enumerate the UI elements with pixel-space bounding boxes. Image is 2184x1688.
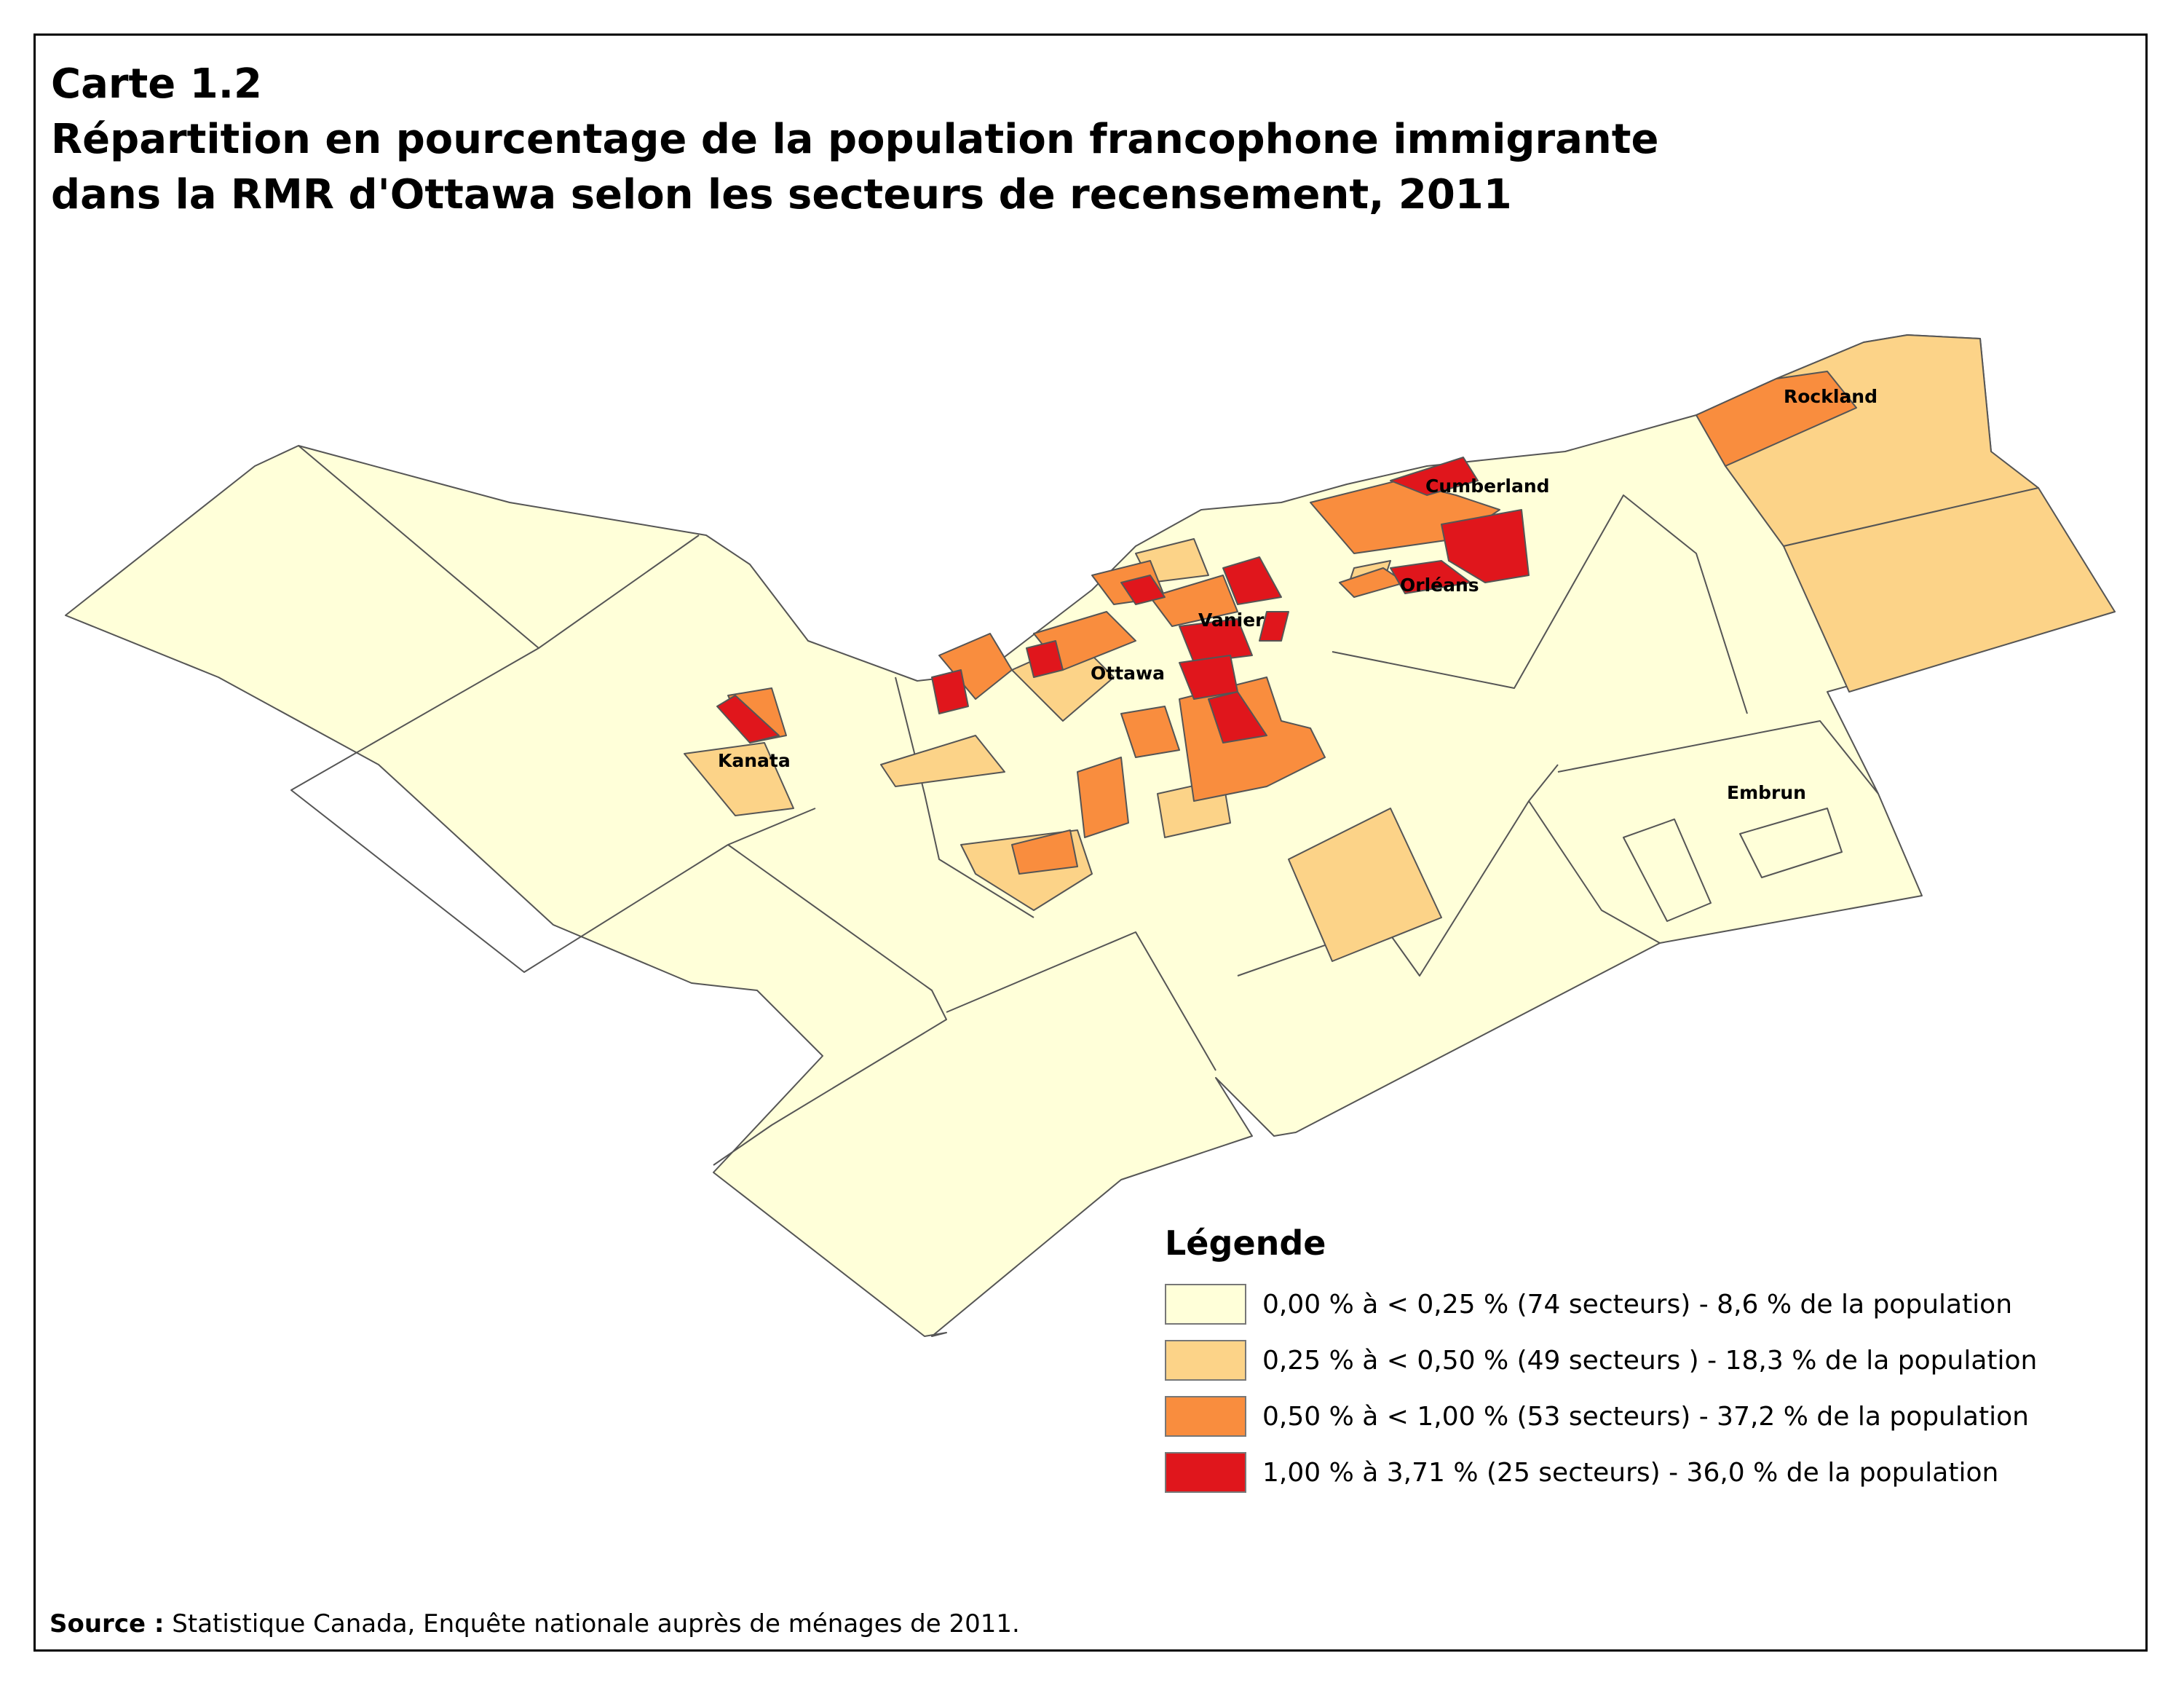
tract-south-central xyxy=(1288,808,1442,962)
legend-label: 0,25 % à < 0,50 % (49 secteurs ) - 18,3 … xyxy=(1262,1345,2038,1376)
legend-item: 0,25 % à < 0,50 % (49 secteurs ) - 18,3 … xyxy=(1165,1339,2037,1381)
tract-vanier-2 xyxy=(1222,556,1282,605)
legend-label: 0,00 % à < 0,25 % (74 secteurs) - 8,6 % … xyxy=(1262,1289,2013,1320)
rural-boundary-7 xyxy=(1557,720,1879,794)
label-ottawa: Ottawa xyxy=(1091,663,1165,684)
rural-boundary-6 xyxy=(1528,800,1661,944)
tract-cumberland xyxy=(1390,457,1479,496)
legend-swatch xyxy=(1165,1452,1246,1493)
tract-rockland xyxy=(1696,371,1857,467)
map-title-line-2: dans la RMR d'Ottawa selon les secteurs … xyxy=(51,171,1512,218)
rural-boundary-2 xyxy=(290,647,816,973)
legend-title: Légende xyxy=(1165,1223,1326,1263)
label-cumberland: Cumberland xyxy=(1425,476,1550,497)
label-orleans: Orléans xyxy=(1400,575,1479,596)
source-note: Source : Statistique Canada, Enquête nat… xyxy=(50,1609,1020,1638)
label-rockland: Rockland xyxy=(1784,386,1878,407)
tract-vanier-1 xyxy=(1179,618,1253,663)
tract-core-red-2 xyxy=(1208,691,1267,744)
tract-core-5 xyxy=(1150,575,1238,627)
tract-south-2 xyxy=(1011,829,1078,875)
tract-south-3 xyxy=(1120,706,1180,758)
legend-label: 0,50 % à < 1,00 % (53 secteurs) - 37,2 %… xyxy=(1262,1401,2029,1432)
rural-boundary-4 xyxy=(946,931,1216,1071)
tract-south-suburb-2 xyxy=(880,735,1005,787)
tract-kanata-red xyxy=(716,695,780,744)
tract-east-large-2 xyxy=(1783,487,2116,693)
tract-core-red-3 xyxy=(1120,575,1166,605)
tract-orleans-1 xyxy=(1390,560,1471,594)
label-embrun: Embrun xyxy=(1727,782,1806,803)
legend-label: 1,00 % à 3,71 % (25 secteurs) - 36,0 % d… xyxy=(1262,1457,1999,1488)
legend-item: 0,00 % à < 0,25 % (74 secteurs) - 8,6 % … xyxy=(1165,1283,2037,1325)
tract-orleans-2 xyxy=(1441,509,1530,583)
embrun-box-1 xyxy=(1623,819,1712,922)
label-kanata: Kanata xyxy=(718,750,791,771)
legend-swatch xyxy=(1165,1340,1246,1381)
legend-swatch xyxy=(1165,1284,1246,1325)
rural-boundary-8 xyxy=(1332,494,1748,714)
legend-item: 1,00 % à 3,71 % (25 secteurs) - 36,0 % d… xyxy=(1165,1451,2037,1494)
rural-boundary-9 xyxy=(895,677,1034,918)
map-title: Carte 1.2 Répartition en pourcentage de … xyxy=(51,57,1659,223)
map-number: Carte 1.2 xyxy=(51,60,262,108)
source-label: Source : xyxy=(50,1609,165,1638)
legend: Légende 0,00 % à < 0,25 % (74 secteurs) … xyxy=(1165,1223,2037,1507)
map-title-line-1: Répartition en pourcentage de la populat… xyxy=(51,116,1659,163)
embrun-box-2 xyxy=(1739,808,1843,878)
legend-swatch xyxy=(1165,1396,1246,1437)
tract-vanier-3 xyxy=(1259,611,1289,642)
rural-boundary-3 xyxy=(713,844,947,1166)
legend-item: 0,50 % à < 1,00 % (53 secteurs) - 37,2 %… xyxy=(1165,1395,2037,1437)
label-vanier: Vanier xyxy=(1198,610,1265,631)
tract-west-red-2 xyxy=(1026,640,1064,678)
tract-west-red-1 xyxy=(931,669,969,714)
source-text: Statistique Canada, Enquête nationale au… xyxy=(164,1609,1020,1638)
tract-kanata-1 xyxy=(684,742,794,816)
tract-south-1 xyxy=(1077,757,1129,838)
